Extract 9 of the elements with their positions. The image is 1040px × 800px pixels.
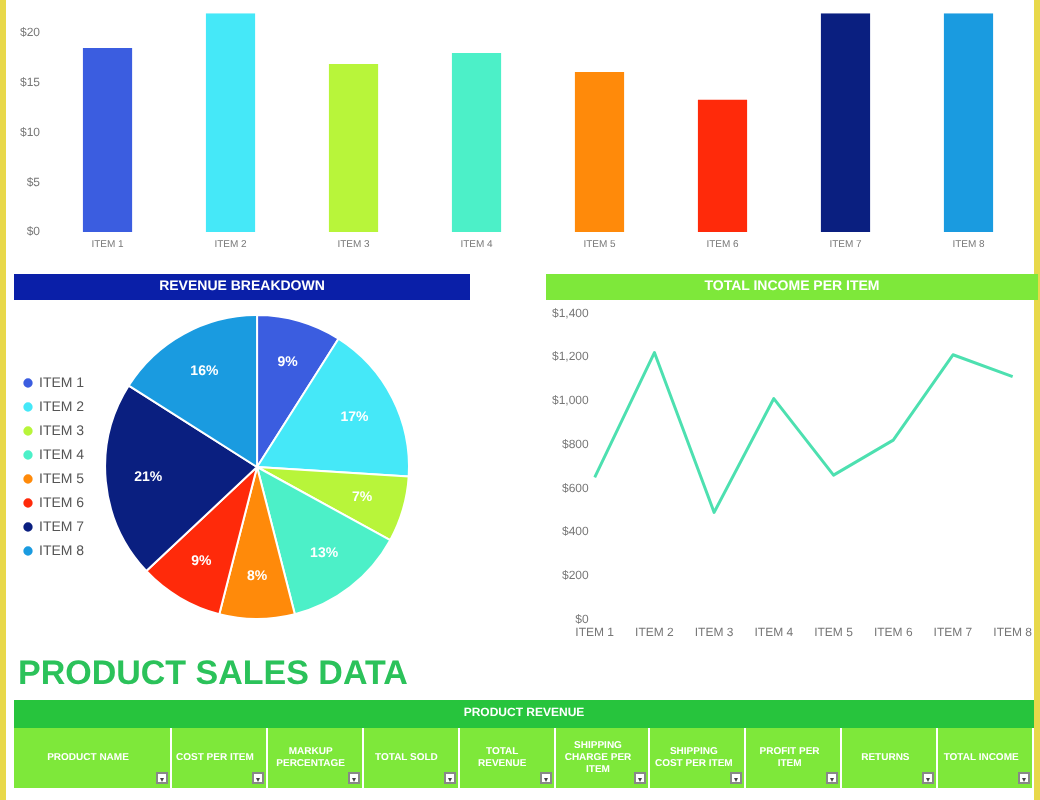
bar bbox=[82, 48, 133, 232]
text: PRODUCT SALES DATA bbox=[18, 654, 408, 694]
bar bbox=[574, 71, 625, 232]
bar bbox=[451, 52, 502, 232]
bar bbox=[697, 99, 748, 232]
bar bbox=[943, 13, 994, 232]
bar bbox=[820, 13, 871, 232]
bar bbox=[205, 13, 256, 232]
bar bbox=[328, 63, 379, 232]
